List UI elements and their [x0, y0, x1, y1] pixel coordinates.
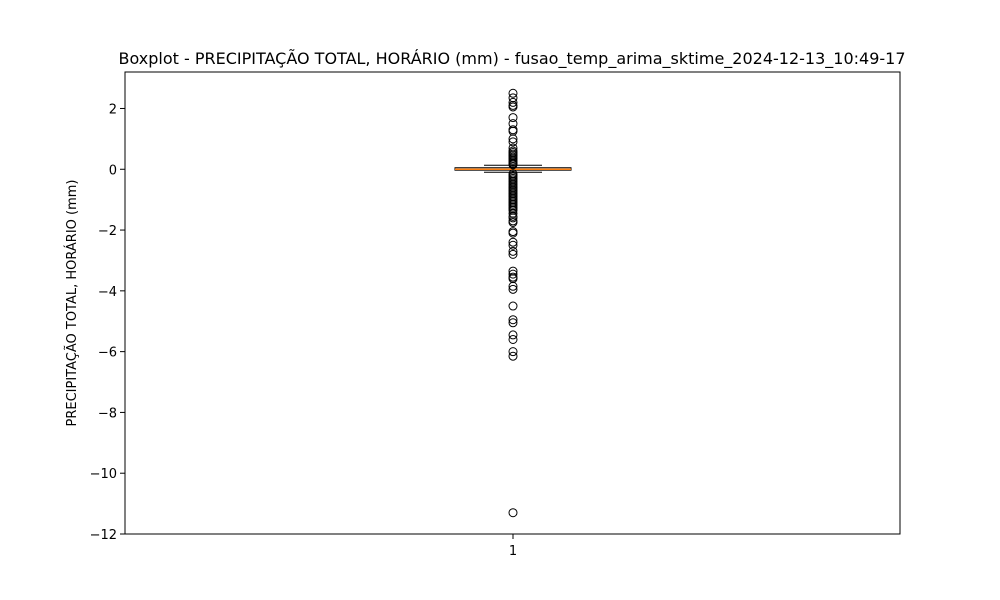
y-tick-label: 2	[109, 102, 117, 117]
plot-area-frame	[124, 71, 901, 535]
y-tick-label: −6	[98, 346, 117, 361]
outlier-point	[508, 134, 518, 144]
y-axis-label: PRECIPITAÇÃO TOTAL, HORÁRIO (mm)	[64, 180, 80, 427]
outlier-point	[508, 240, 518, 250]
outlier-point	[508, 213, 518, 223]
y-tick-label: −12	[90, 528, 117, 543]
outlier-point	[508, 246, 518, 256]
outlier-point	[508, 351, 518, 361]
y-tick-label: 0	[109, 163, 117, 178]
y-tick-label: −8	[98, 406, 117, 421]
outlier-point	[508, 237, 518, 247]
outlier-point	[508, 217, 518, 227]
y-tick-label: −2	[98, 224, 117, 239]
outlier-point	[508, 318, 518, 328]
x-tick-label: 1	[509, 544, 517, 559]
outlier-point	[508, 508, 518, 518]
outlier-point	[508, 228, 518, 238]
y-tick-label: −4	[98, 285, 117, 300]
outlier-point	[508, 330, 518, 340]
outlier-point	[508, 97, 518, 107]
outlier-point	[508, 334, 518, 344]
chart-title: Boxplot - PRECIPITAÇÃO TOTAL, HORÁRIO (m…	[118, 49, 905, 69]
outlier-point	[508, 113, 518, 123]
y-axis: −12 −10 −8 −6 −4 −2 0 2	[90, 102, 125, 543]
outlier-point	[508, 315, 518, 325]
outlier-point	[508, 284, 518, 294]
outlier-point	[508, 347, 518, 357]
outlier-point	[508, 160, 518, 170]
outlier-point	[508, 281, 518, 291]
outlier-point	[508, 93, 518, 103]
outlier-group	[508, 88, 518, 518]
outlier-point	[508, 301, 518, 311]
outlier-point	[508, 88, 518, 98]
y-tick-label: −10	[90, 467, 117, 482]
outlier-point	[508, 137, 518, 147]
x-axis: 1	[509, 534, 517, 559]
outlier-point	[508, 269, 518, 279]
outlier-point	[508, 102, 518, 112]
outlier-point	[508, 249, 518, 259]
